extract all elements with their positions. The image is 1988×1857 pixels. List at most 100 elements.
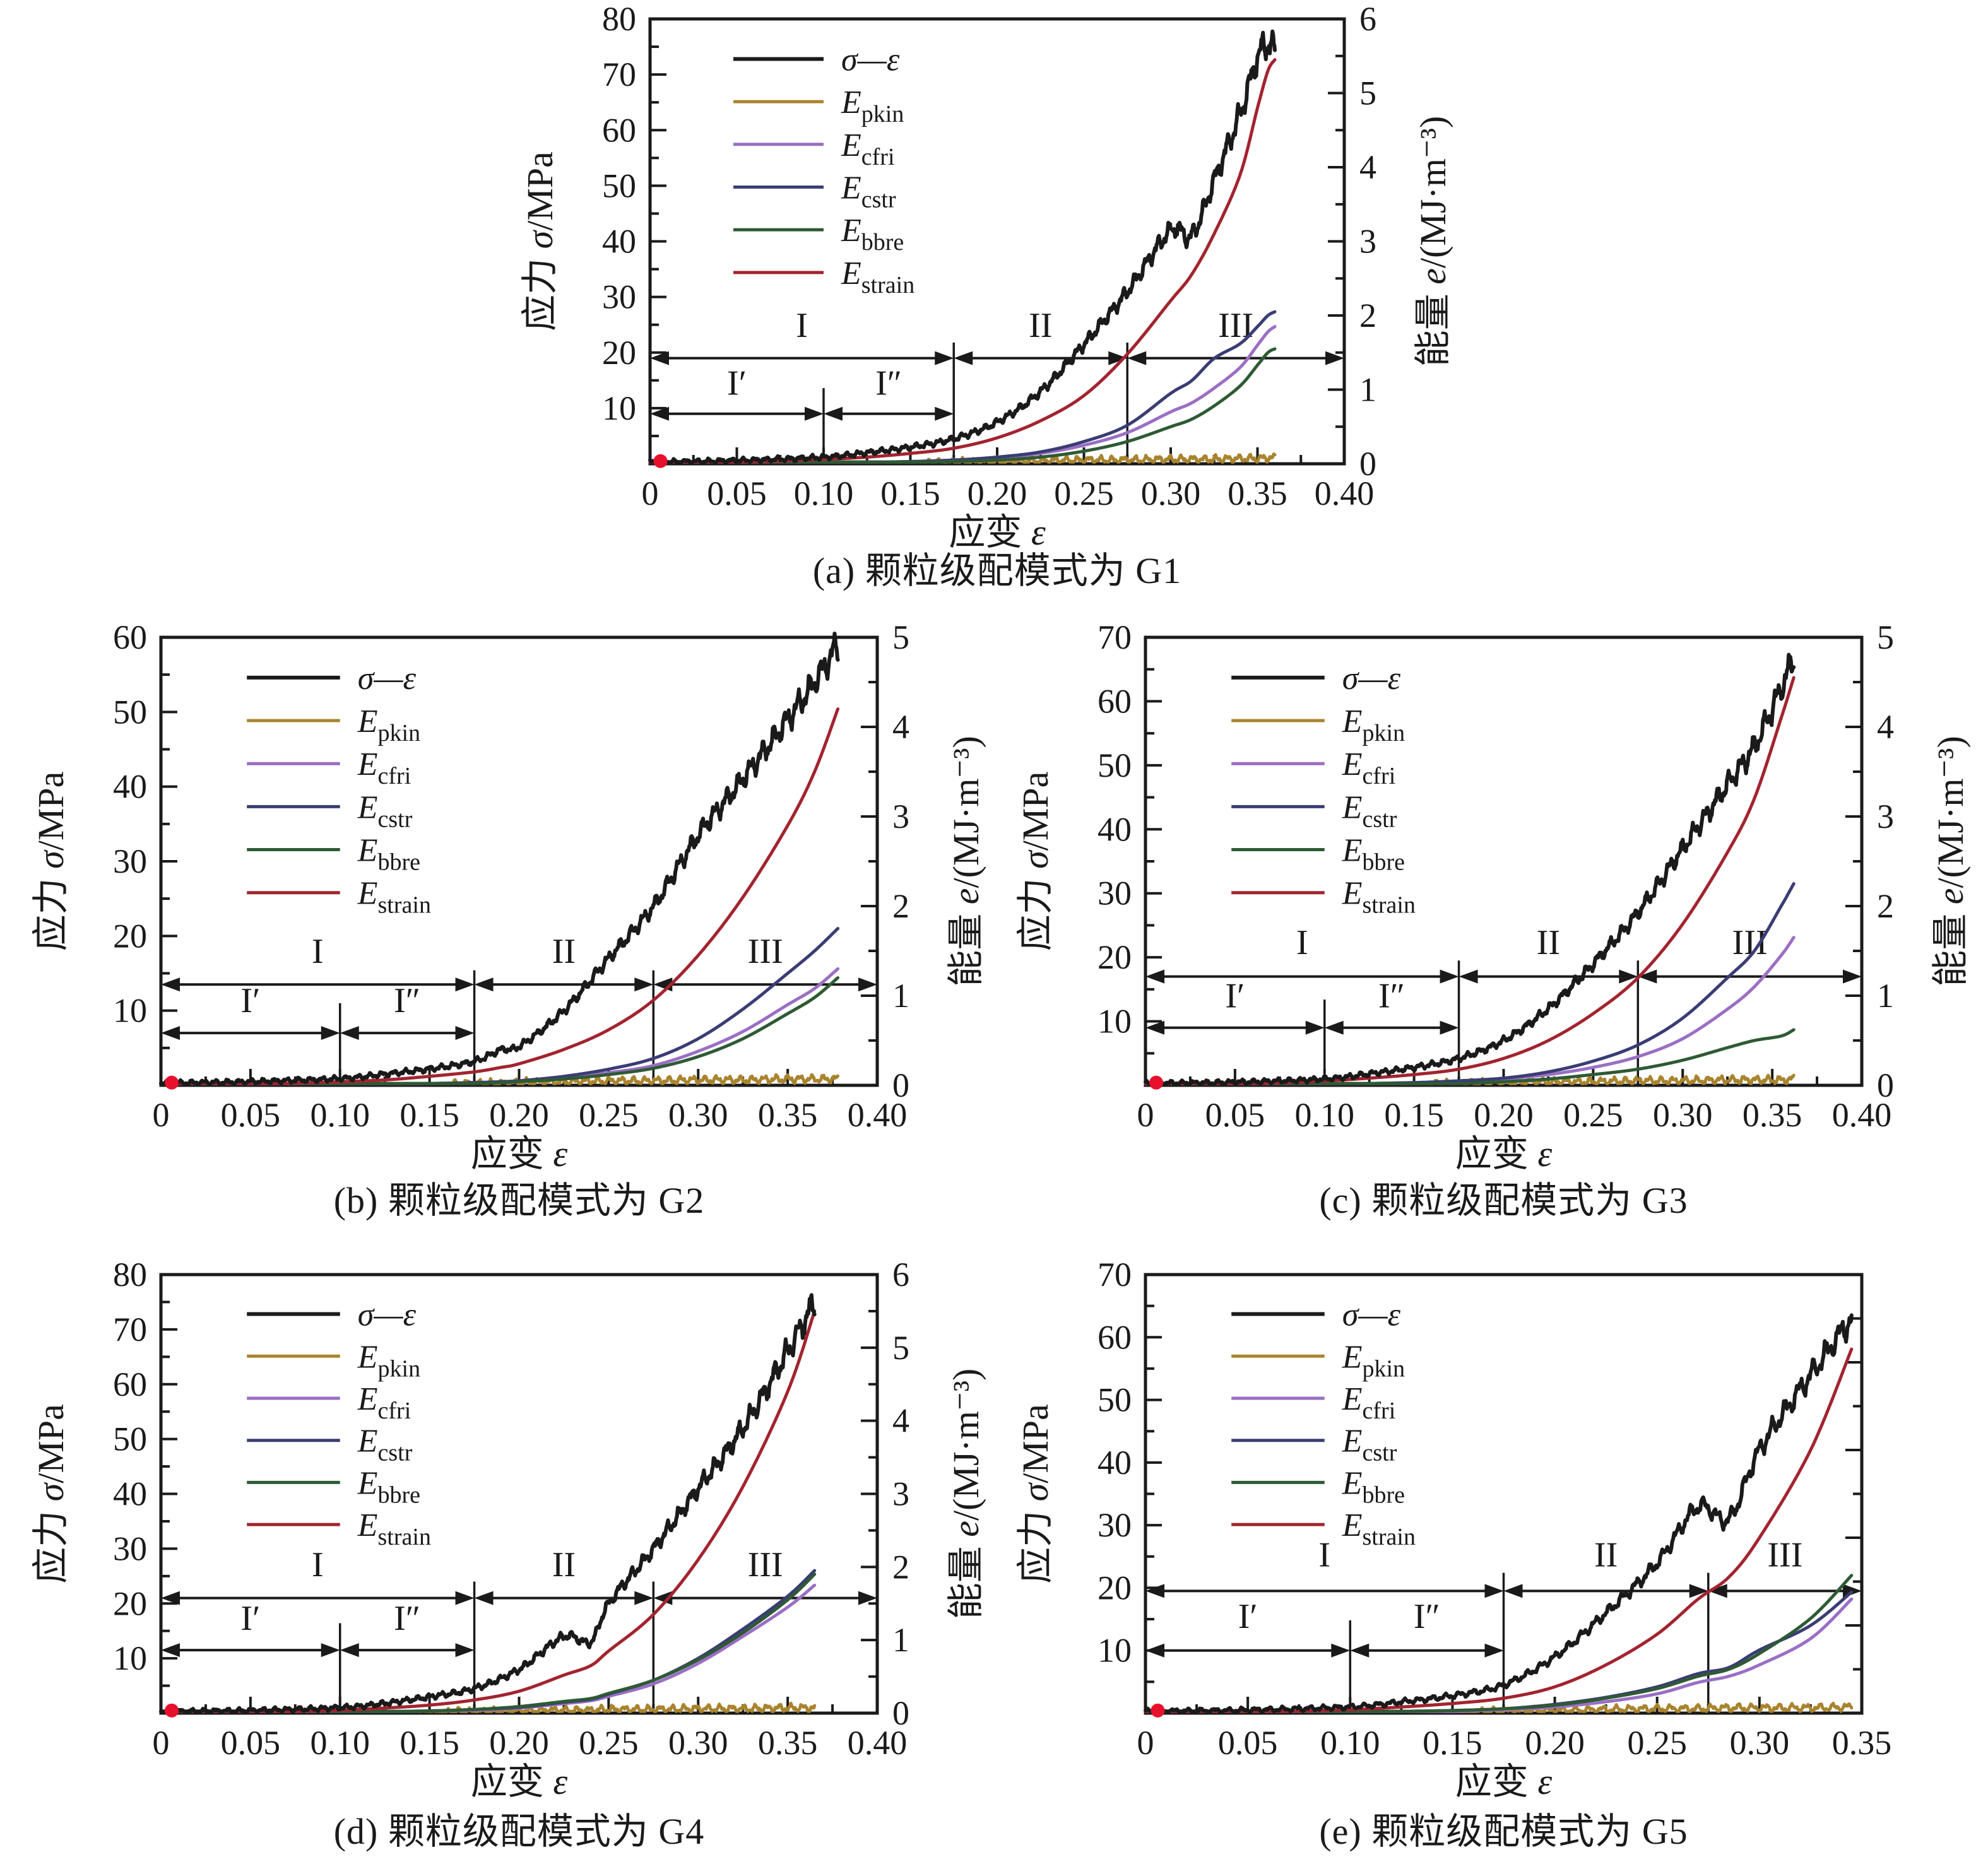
curve-start-dot [165, 1075, 179, 1090]
y-left-axis-title: 应力 σ/MPa [30, 1404, 71, 1584]
y-right-axis-title: 能量 e/(MJ·m⁻³) [945, 736, 986, 987]
region-label-II: II [1594, 1536, 1618, 1575]
legend-label-sigma-epsilon: σ—ε [1342, 1297, 1401, 1333]
region-label-I-doubleprime: I″ [394, 1599, 420, 1638]
arrow-left-icon [1503, 1584, 1523, 1598]
y-right-tick-label: 6 [892, 1256, 909, 1294]
arrow-left-icon [1145, 1020, 1164, 1035]
legend-label-E-cfri: Ecfri [1342, 746, 1396, 789]
series-sigma-curve [648, 29, 1277, 464]
chart-panel-g1: I II III I′ I″ 0 0.05 0.10 0.15 0.20 0.25 0.30 0.35 0… [391, 0, 1654, 618]
y-left-tick-label: 50 [1098, 746, 1132, 784]
y-right-axis-title: 能量 e/(MJ·m⁻³) [945, 1369, 986, 1620]
chart-panel-g3: I II III I′ I″ 0 0.05 0.10 0.15 0.20 0.25 0.30 0.35 0… [985, 618, 1988, 1237]
y-right-tick-label: 2 [892, 887, 909, 925]
x-axis-title: 应变 ε [949, 512, 1046, 553]
y-left-tick-label: 40 [1098, 1444, 1132, 1482]
x-axis-tick-label: 0.35 [1228, 475, 1287, 512]
region-label-I-prime: I′ [240, 1599, 260, 1638]
legend-label-E-pkin: Epkin [1342, 1339, 1405, 1382]
chart-g2-caption: (b) 颗粒级配模式为 G2 [333, 1180, 705, 1221]
legend-label-sigma-epsilon: σ—ε [358, 661, 417, 697]
x-axis-tick-label: 0.25 [1563, 1096, 1623, 1134]
series-E_bbre-curve [1144, 1574, 1854, 1713]
x-axis-tick-label: 0.05 [1218, 1724, 1278, 1762]
y-left-tick-label: 40 [113, 768, 147, 806]
x-axis-tick-label: 0.25 [1054, 475, 1114, 512]
region-label-II: II [552, 1545, 576, 1584]
legend-label-E-cfri: Ecfri [1342, 1381, 1396, 1424]
y-right-tick-label: 5 [1877, 618, 1894, 656]
arrow-right-icon [1440, 969, 1459, 984]
region-label-I: I [796, 306, 808, 345]
y-left-tick-label: 60 [1098, 1318, 1132, 1356]
y-left-tick-label: 10 [1098, 1003, 1132, 1041]
x-axis-tick-label: 0.15 [399, 1096, 459, 1134]
legend-label-E-cfri: Ecfri [357, 746, 411, 789]
y-right-tick-label: 1 [892, 1621, 909, 1659]
arrow-right-icon [858, 977, 877, 992]
legend-label-E-pkin: Epkin [841, 85, 904, 127]
legend-label-E-strain: Estrain [1342, 1507, 1416, 1550]
x-axis-tick-label: 0.05 [221, 1096, 281, 1134]
y-left-tick-label: 40 [1098, 810, 1132, 848]
series-sigma-curve [1144, 1313, 1854, 1714]
arrow-right-icon [1484, 1643, 1504, 1658]
x-axis-tick-label: 0.05 [707, 475, 767, 512]
y-left-tick-label: 50 [602, 167, 636, 204]
x-axis-tick-label: 0.20 [1474, 1096, 1534, 1134]
x-axis-tick-label: 0.20 [489, 1096, 549, 1134]
y-right-tick-label: 5 [1359, 74, 1376, 112]
region-label-I-prime: I′ [1238, 1597, 1258, 1636]
x-axis-title: 应变 ε [1455, 1133, 1553, 1174]
y-right-tick-label: 4 [892, 1402, 909, 1440]
legend-label-E-bbre: Ebbre [357, 833, 420, 876]
y-left-tick-label: 70 [602, 56, 636, 93]
x-axis-tick-label: 0.15 [1423, 1724, 1482, 1762]
legend-label-E-cfri: Ecfri [841, 127, 895, 170]
legend-label-E-strain: Estrain [357, 1507, 431, 1550]
x-axis-tick-label: 0.35 [1742, 1096, 1802, 1134]
y-left-tick-label: 50 [1098, 1381, 1132, 1419]
arrow-left-icon [474, 1591, 494, 1605]
series-sigma-curve [1144, 652, 1796, 1086]
legend-label-E-pkin: Epkin [1342, 704, 1405, 746]
x-axis-tick-label: 0.30 [1730, 1724, 1790, 1762]
legend-label-E-pkin: Epkin [357, 1339, 420, 1382]
region-label-II: II [1029, 306, 1052, 345]
legend-label-E-cfri: Ecfri [357, 1381, 411, 1424]
series-sigma-curve [159, 632, 840, 1086]
axes: 0 0.05 0.10 0.15 0.20 0.25 0.30 0.35 10 20 30 40 50 6… [1015, 1256, 1891, 1802]
x-axis-tick-label: 0.35 [758, 1724, 818, 1762]
axes: 0 0.05 0.10 0.15 0.20 0.25 0.30 0.35 0.401020304… [30, 1256, 986, 1802]
legend-label-E-bbre: Ebbre [357, 1465, 420, 1508]
arrow-right-icon [1843, 969, 1862, 984]
y-left-tick-label: 40 [113, 1475, 147, 1513]
chart-g1-caption: (a) 颗粒级配模式为 G1 [812, 550, 1182, 591]
x-axis-tick-label: 0.30 [1653, 1096, 1713, 1134]
y-left-tick-label: 70 [1098, 1256, 1132, 1294]
chart-panel-g2: I II III I′ I″ 0 0.05 0.10 0.15 0.20 0.25 0.30 0.35 0… [0, 618, 1073, 1237]
series-E_strain-curve [1144, 676, 1796, 1085]
y-right-tick-label: 5 [892, 1329, 909, 1367]
y-right-axis-title: 能量 e/(MJ·m⁻³) [1930, 736, 1971, 987]
x-axis-tick-label: 0.40 [848, 1724, 908, 1762]
x-axis-tick-label: 0.30 [668, 1096, 728, 1134]
arrow-right-icon [805, 406, 824, 421]
arrow-right-icon [1305, 1020, 1325, 1035]
series-curves [159, 632, 840, 1090]
y-right-tick-label: 3 [892, 1475, 909, 1513]
chart-g4-caption: (d) 颗粒级配模式为 G4 [333, 1811, 705, 1852]
arrow-left-icon [1708, 1584, 1727, 1598]
arrow-right-icon [321, 1026, 340, 1041]
y-right-tick-label: 2 [1359, 297, 1376, 334]
y-left-tick-label: 50 [113, 1420, 147, 1458]
